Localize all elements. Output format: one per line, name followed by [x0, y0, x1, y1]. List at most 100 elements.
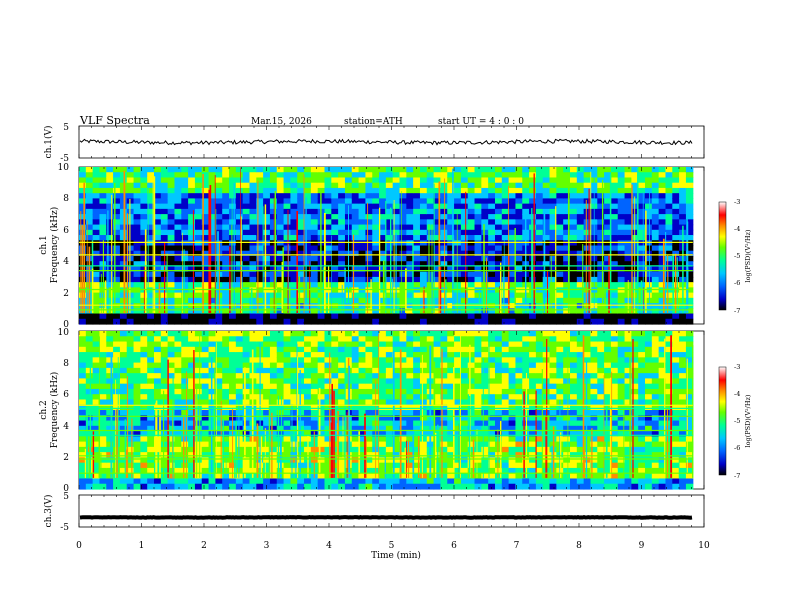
spectrogram-cell-ch1 [658, 177, 667, 184]
spectrogram-cell-ch1 [147, 219, 155, 226]
spectrogram-cell-ch2 [338, 341, 346, 348]
spectrogram-cell-ch1 [194, 177, 203, 184]
spectrogram-cell-ch1 [181, 276, 189, 283]
spectrogram-cell-ch1 [242, 187, 251, 194]
spectrogram-cell-ch2 [385, 331, 394, 337]
spectrogram-cell-ch2 [379, 336, 387, 343]
spectrogram-cell-ch1 [474, 271, 482, 278]
spectrogram-cell-ch1 [379, 240, 387, 247]
spectrogram-cell-ch1 [542, 224, 551, 231]
spectrogram-cell-ch1 [542, 318, 551, 325]
spectrogram-cell-ch1 [570, 167, 578, 173]
spectrogram-cell-ch1 [283, 219, 291, 226]
spectrogram-cell-ch2 [113, 346, 121, 353]
spectrogram-cell-ch1 [99, 177, 107, 184]
spectrogram-cell-ch2 [222, 478, 230, 485]
spectrogram-cell-ch2 [201, 367, 210, 374]
spectrogram-cell-ch1 [181, 261, 189, 268]
spectrogram-cell-ch1 [297, 303, 305, 309]
spectrogram-cell-ch1 [508, 266, 517, 273]
spectrogram-cell-ch2 [440, 467, 448, 474]
spectrogram-cell-ch2 [133, 394, 141, 401]
spectrogram-cell-ch2 [379, 373, 387, 379]
spectrogram-cell-ch1 [433, 172, 442, 179]
spectrogram-cell-ch2 [488, 410, 496, 416]
spectrogram-cell-ch1 [433, 240, 442, 247]
spectrogram-cell-ch1 [549, 271, 557, 278]
spectrogram-cell-ch2 [331, 431, 339, 437]
spectrogram-cell-ch2 [392, 457, 401, 464]
spectrogram-cell-ch1 [174, 182, 182, 189]
spectrogram-cell-ch1 [658, 255, 667, 262]
spectrogram-cell-ch1 [440, 287, 448, 294]
spectrogram-cell-ch2 [515, 388, 523, 395]
spectrogram-cell-ch2 [242, 436, 251, 443]
spectrogram-cell-ch2 [379, 467, 387, 474]
spectrogram-cell-ch1 [563, 229, 571, 236]
spectrogram-cell-ch1 [154, 167, 162, 173]
spectrogram-cell-ch1 [242, 208, 251, 215]
spectrogram-cell-ch1 [194, 167, 203, 173]
spectrogram-cell-ch2 [85, 331, 94, 337]
spectrogram-cell-ch2 [188, 410, 196, 416]
spectrogram-cell-ch1 [113, 261, 121, 268]
spectrogram-cell-ch1 [99, 224, 107, 231]
spectrogram-cell-ch1 [488, 240, 496, 247]
spectrogram-cell-ch1 [106, 177, 114, 184]
spectrogram-cell-ch2 [269, 399, 278, 406]
spectrogram-cell-ch1 [235, 308, 244, 315]
spectrogram-cell-ch1 [440, 276, 448, 283]
spectrogram-cell-ch1 [160, 313, 169, 320]
spectrogram-cell-ch1 [501, 308, 510, 315]
spectrogram-cell-ch1 [522, 172, 530, 179]
spectrogram-cell-ch1 [631, 177, 639, 184]
spectrogram-cell-ch1 [576, 303, 585, 309]
spectrogram-cell-ch1 [631, 193, 639, 199]
spectrogram-cell-ch2 [392, 336, 401, 343]
spectrogram-cell-ch1 [365, 224, 373, 231]
spectrogram-cell-ch2 [290, 467, 298, 474]
spectrogram-cell-ch2 [324, 357, 332, 364]
spectrogram-cell-ch1 [222, 208, 230, 215]
spectrogram-cell-ch2 [194, 415, 203, 422]
spectrogram-cell-ch2 [276, 404, 285, 411]
spectrogram-cell-ch2 [194, 373, 203, 379]
spectrogram-cell-ch2 [399, 336, 407, 343]
spectrogram-cell-ch1 [140, 245, 148, 252]
spectrogram-cell-ch1 [535, 198, 544, 205]
spectrogram-cell-ch1 [658, 318, 667, 325]
spectrogram-cell-ch1 [372, 313, 380, 320]
spectrogram-cell-ch1 [297, 266, 305, 273]
spectrogram-cell-ch1 [447, 245, 455, 252]
spectrogram-cell-ch1 [501, 250, 510, 257]
spectrogram-cell-ch1 [92, 182, 101, 189]
spectrogram-cell-ch1 [679, 214, 687, 220]
spectrogram-cell-ch2 [440, 331, 448, 337]
spectrogram-cell-ch2 [515, 452, 523, 458]
spectrogram-cell-ch1 [651, 182, 660, 189]
spectrogram-cell-ch2 [460, 357, 469, 364]
spectrogram-cell-ch1 [310, 240, 319, 247]
spectrogram-cell-ch2 [440, 452, 448, 458]
spectrogram-cell-ch1 [651, 292, 660, 299]
spectrogram-cell-ch1 [263, 224, 271, 231]
spectrogram-cell-ch1 [515, 224, 523, 231]
spectrogram-cell-ch2 [140, 467, 148, 474]
spectrogram-cell-ch2 [385, 478, 394, 485]
spectrogram-cell-ch1 [365, 245, 373, 252]
spectrogram-cell-ch1 [651, 303, 660, 309]
spectrogram-cell-ch2 [167, 394, 176, 401]
spectrogram-cell-ch1 [276, 229, 285, 236]
spectrogram-cell-ch1 [113, 282, 121, 288]
spectrogram-cell-ch1 [331, 219, 339, 226]
spectrogram-cell-ch1 [385, 261, 394, 268]
spectrogram-cell-ch2 [515, 383, 523, 390]
spectrogram-cell-ch2 [501, 357, 510, 364]
spectrogram-cell-ch1 [99, 203, 107, 210]
spectrogram-cell-ch1 [194, 240, 203, 247]
spectrogram-cell-ch2 [501, 346, 510, 353]
spectrogram-cell-ch2 [304, 420, 312, 427]
spectrogram-cell-ch1 [338, 224, 346, 231]
spectrogram-cell-ch1 [583, 240, 592, 247]
spectrogram-cell-ch1 [365, 172, 373, 179]
